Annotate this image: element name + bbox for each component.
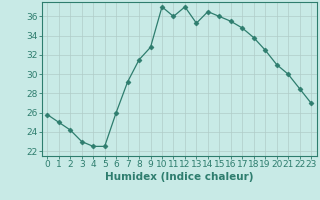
X-axis label: Humidex (Indice chaleur): Humidex (Indice chaleur) bbox=[105, 172, 253, 182]
